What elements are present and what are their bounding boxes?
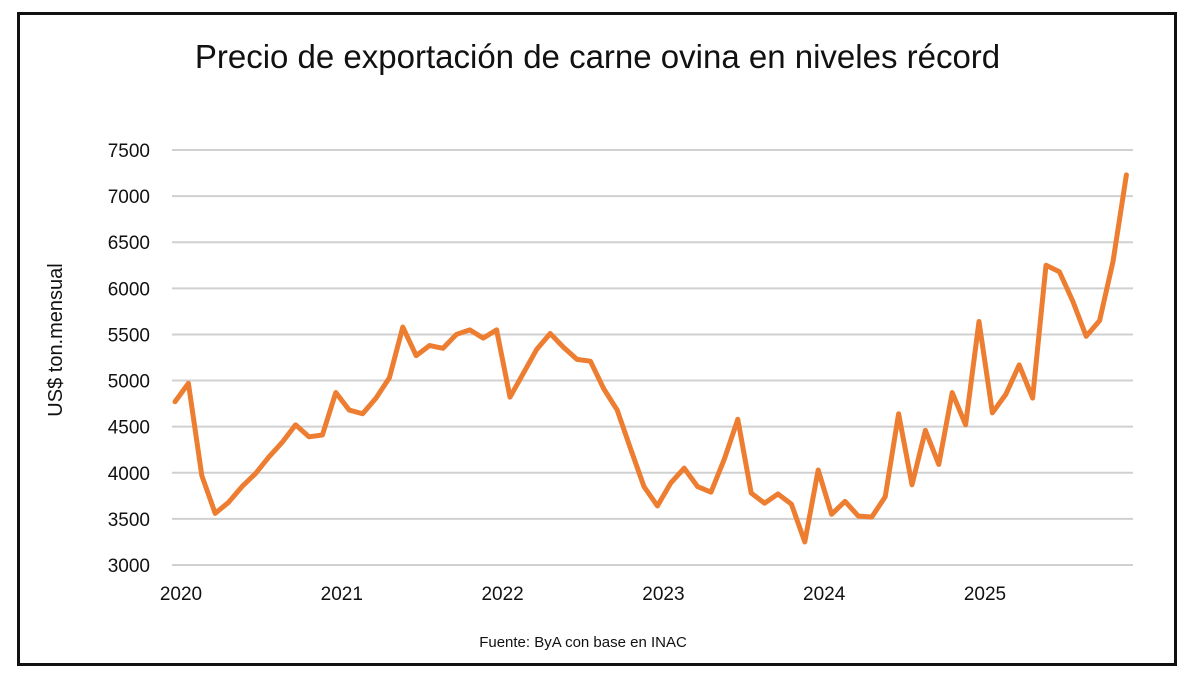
data-points (174, 174, 1127, 543)
y-tick-label: 6000 (108, 279, 150, 300)
y-axis-label: US$ ton.mensual (45, 263, 67, 416)
y-tick-label: 6500 (108, 233, 150, 254)
x-tick-label: 2023 (642, 584, 684, 605)
source-note: Fuente: ByA con base en INAC (479, 634, 687, 651)
x-tick-label: 2025 (964, 584, 1006, 605)
y-tick-label: 4000 (108, 464, 150, 485)
chart-frame (17, 12, 1177, 666)
series-line (172, 172, 1129, 545)
x-tick-label: 2022 (481, 584, 523, 605)
x-tick-label: 2020 (160, 584, 202, 605)
y-tick-label: 7500 (108, 141, 150, 162)
x-tick-label: 2021 (321, 584, 363, 605)
y-tick-label: 5000 (108, 372, 150, 393)
gridlines (172, 149, 1133, 566)
y-tick-label: 5500 (108, 325, 150, 346)
y-tick-labels: 3000 3500 4000 4500 5000 5500 6000 6500 7000 7500 (108, 141, 150, 577)
y-tick-label: 4500 (108, 418, 150, 439)
y-tick-label: 3500 (108, 510, 150, 531)
x-tick-label: 2024 (803, 584, 846, 605)
chart-title: Precio de exportación de carne ovina en … (194, 38, 1001, 75)
y-tick-label: 7000 (108, 187, 150, 208)
x-tick-labels: 2020 2021 2022 2023 2024 2025 (160, 584, 1006, 605)
y-tick-label: 3000 (108, 556, 150, 577)
